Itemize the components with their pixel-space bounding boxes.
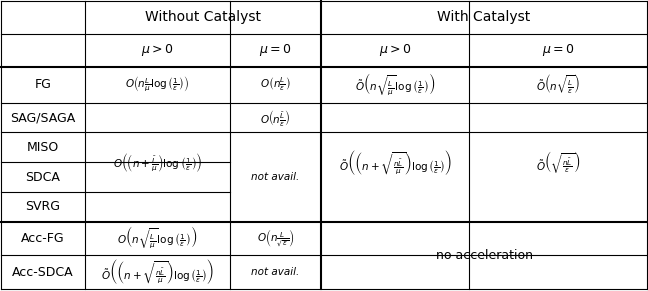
Text: $O\left(n\sqrt{\frac{L}{\mu}}\log\left(\frac{1}{\varepsilon}\right)\right)$: $O\left(n\sqrt{\frac{L}{\mu}}\log\left(\… bbox=[117, 225, 198, 251]
Text: $\tilde{O}\left(n\sqrt{\frac{L}{\varepsilon}}\right)$: $\tilde{O}\left(n\sqrt{\frac{L}{\varepsi… bbox=[536, 73, 581, 96]
Text: $O\left(n\frac{L}{\sqrt{\varepsilon}}\right)$: $O\left(n\frac{L}{\sqrt{\varepsilon}}\ri… bbox=[257, 228, 294, 249]
Text: SAG/SAGA: SAG/SAGA bbox=[10, 111, 75, 124]
Text: SDCA: SDCA bbox=[25, 171, 60, 184]
Text: not avail.: not avail. bbox=[251, 172, 299, 182]
Text: $\tilde{O}\left(\sqrt{\frac{n\bar{L}}{\varepsilon}}\right)$: $\tilde{O}\left(\sqrt{\frac{n\bar{L}}{\v… bbox=[536, 149, 581, 175]
Text: $\mu > 0$: $\mu > 0$ bbox=[379, 42, 411, 58]
Text: $\mu > 0$: $\mu > 0$ bbox=[141, 42, 174, 58]
Text: $\mu = 0$: $\mu = 0$ bbox=[542, 42, 575, 58]
Text: $\tilde{O}\left(\left(n+\sqrt{\frac{n\bar{L}}{\mu}}\right)\log\left(\frac{1}{\va: $\tilde{O}\left(\left(n+\sqrt{\frac{n\ba… bbox=[338, 148, 452, 177]
Text: $O\left(n\frac{\bar{L}}{\varepsilon}\right)$: $O\left(n\frac{\bar{L}}{\varepsilon}\rig… bbox=[260, 108, 291, 127]
Text: With Catalyst: With Catalyst bbox=[437, 10, 531, 24]
Text: Without Catalyst: Without Catalyst bbox=[145, 10, 260, 24]
Text: no acceleration: no acceleration bbox=[435, 249, 533, 262]
Text: FG: FG bbox=[34, 78, 51, 91]
Text: SVRG: SVRG bbox=[25, 200, 60, 213]
Text: $O\left(n\frac{L}{\mu}\log\left(\frac{1}{\varepsilon}\right)\right)$: $O\left(n\frac{L}{\mu}\log\left(\frac{1}… bbox=[125, 75, 190, 94]
Text: $\mu = 0$: $\mu = 0$ bbox=[259, 42, 292, 58]
Text: $O\left(n\frac{L}{\varepsilon}\right)$: $O\left(n\frac{L}{\varepsilon}\right)$ bbox=[260, 76, 291, 93]
Text: $O\left(\left(n+\frac{\bar{L}}{\mu}\right)\log\left(\frac{1}{\varepsilon}\right): $O\left(\left(n+\frac{\bar{L}}{\mu}\righ… bbox=[113, 151, 202, 173]
Text: $\tilde{O}\left(n\sqrt{\frac{L}{\mu}}\log\left(\frac{1}{\varepsilon}\right)\righ: $\tilde{O}\left(n\sqrt{\frac{L}{\mu}}\lo… bbox=[355, 72, 435, 98]
Text: MISO: MISO bbox=[27, 141, 59, 154]
Text: Acc-FG: Acc-FG bbox=[21, 232, 65, 245]
Text: not avail.: not avail. bbox=[251, 267, 299, 277]
Text: $\tilde{O}\left(\left(n+\sqrt{\frac{n\bar{L}}{\mu}}\right)\log\left(\frac{1}{\va: $\tilde{O}\left(\left(n+\sqrt{\frac{n\ba… bbox=[101, 258, 214, 286]
Text: Acc-SDCA: Acc-SDCA bbox=[12, 265, 73, 278]
